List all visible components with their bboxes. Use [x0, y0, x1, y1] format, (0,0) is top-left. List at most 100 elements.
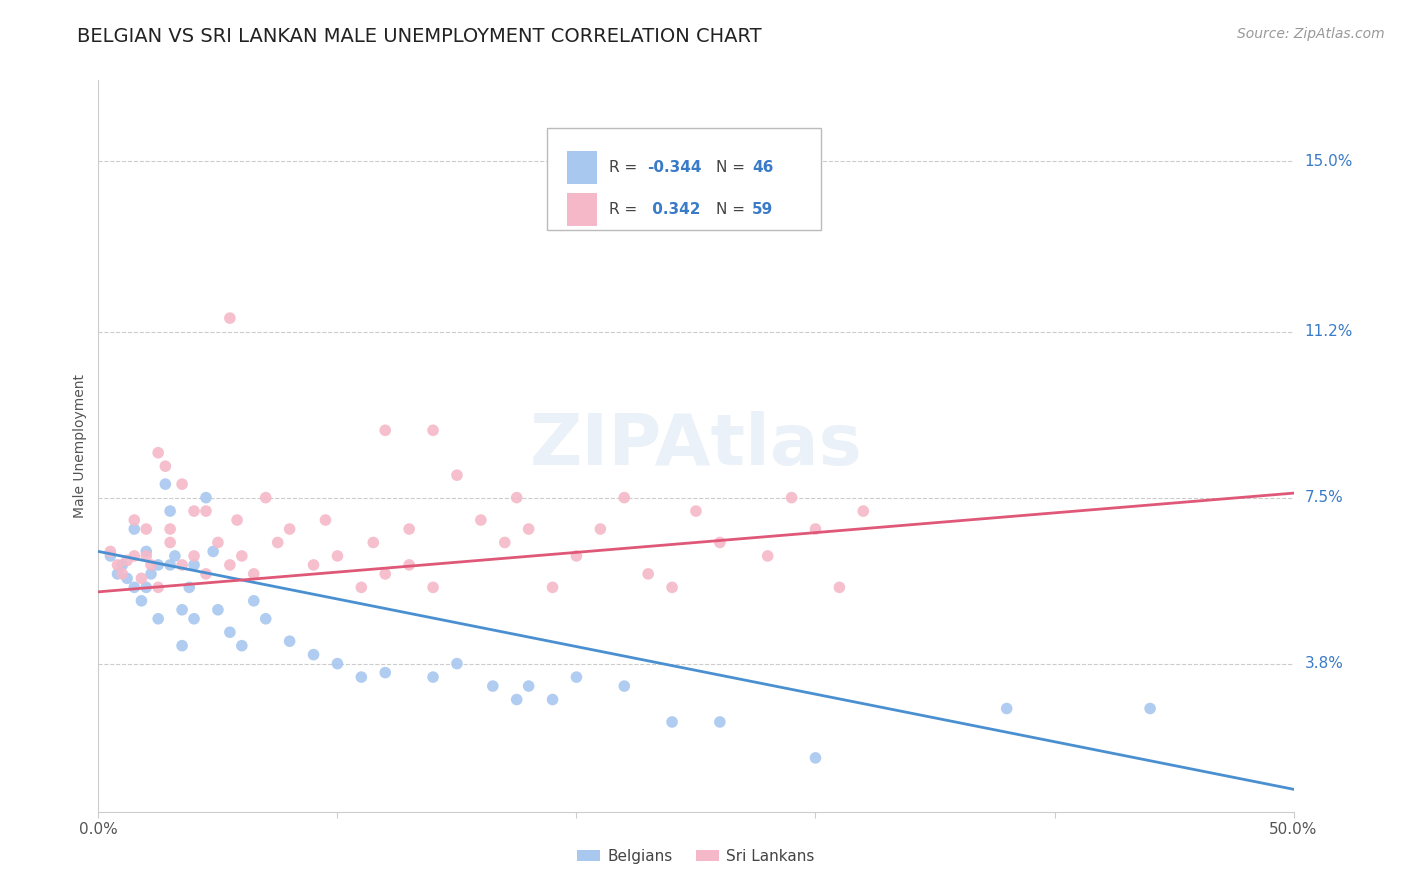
Text: 11.2%: 11.2%: [1305, 324, 1353, 339]
Point: [159, 535, 181, 549]
Point: [195, 491, 218, 505]
Point: [254, 491, 277, 505]
Point: [172, 477, 194, 491]
Point: [195, 566, 218, 581]
FancyBboxPatch shape: [567, 151, 596, 184]
Text: BELGIAN VS SRI LANKAN MALE UNEMPLOYMENT CORRELATION CHART: BELGIAN VS SRI LANKAN MALE UNEMPLOYMENT …: [77, 27, 762, 45]
Text: 3.8%: 3.8%: [1305, 657, 1344, 671]
Point: [139, 566, 162, 581]
Point: [231, 549, 253, 563]
Point: [995, 701, 1018, 715]
Point: [115, 571, 138, 585]
Point: [148, 580, 170, 594]
Point: [163, 549, 186, 563]
Text: 59: 59: [752, 202, 773, 217]
Point: [172, 639, 194, 653]
Point: [661, 714, 683, 729]
Text: 46: 46: [752, 160, 773, 175]
Point: [374, 665, 396, 680]
Text: 7.5%: 7.5%: [1305, 490, 1343, 505]
Point: [139, 558, 162, 572]
Point: [172, 558, 194, 572]
Point: [183, 558, 205, 572]
Point: [131, 594, 153, 608]
Point: [135, 544, 157, 558]
Point: [148, 558, 170, 572]
Point: [350, 580, 373, 594]
Point: [172, 603, 194, 617]
Text: R =: R =: [609, 202, 643, 217]
Point: [179, 580, 201, 594]
Point: [267, 535, 290, 549]
Point: [422, 670, 444, 684]
Point: [709, 535, 731, 549]
Point: [124, 513, 146, 527]
Point: [828, 580, 851, 594]
Point: [804, 522, 827, 536]
Point: [517, 679, 540, 693]
Point: [107, 566, 129, 581]
Point: [207, 603, 229, 617]
Point: [446, 468, 468, 483]
Point: [254, 612, 277, 626]
Point: [115, 553, 138, 567]
Point: [374, 566, 396, 581]
Text: Source: ZipAtlas.com: Source: ZipAtlas.com: [1237, 27, 1385, 41]
Point: [326, 657, 349, 671]
Text: -0.344: -0.344: [647, 160, 702, 175]
Point: [852, 504, 875, 518]
Text: N =: N =: [716, 160, 751, 175]
Point: [124, 580, 146, 594]
Point: [374, 423, 396, 437]
Point: [243, 566, 266, 581]
Point: [494, 535, 516, 549]
Point: [565, 549, 588, 563]
Point: [709, 714, 731, 729]
Point: [107, 558, 129, 572]
Point: [565, 670, 588, 684]
Point: [148, 612, 170, 626]
Point: [243, 594, 266, 608]
Point: [155, 477, 177, 491]
Point: [183, 504, 205, 518]
Point: [398, 522, 420, 536]
Point: [135, 549, 157, 563]
Point: [685, 504, 707, 518]
Point: [541, 580, 564, 594]
Point: [589, 522, 612, 536]
Text: N =: N =: [716, 202, 751, 217]
Point: [135, 522, 157, 536]
Point: [363, 535, 385, 549]
Point: [226, 513, 249, 527]
Point: [470, 513, 492, 527]
Point: [350, 670, 373, 684]
Point: [159, 504, 181, 518]
Point: [661, 580, 683, 594]
Point: [111, 558, 134, 572]
Point: [613, 679, 636, 693]
Point: [422, 423, 444, 437]
Point: [1139, 701, 1161, 715]
Text: 0.342: 0.342: [647, 202, 700, 217]
Point: [422, 580, 444, 594]
Point: [98, 544, 122, 558]
Point: [124, 549, 146, 563]
Point: [506, 692, 529, 706]
Point: [756, 549, 779, 563]
Point: [148, 446, 170, 460]
Point: [98, 549, 122, 563]
Point: [183, 612, 205, 626]
Legend: Belgians, Sri Lankans: Belgians, Sri Lankans: [571, 843, 821, 870]
Point: [135, 580, 157, 594]
Point: [446, 657, 468, 671]
Point: [159, 522, 181, 536]
Point: [398, 558, 420, 572]
Point: [159, 558, 181, 572]
FancyBboxPatch shape: [567, 193, 596, 226]
Point: [804, 751, 827, 765]
Point: [541, 692, 564, 706]
Y-axis label: Male Unemployment: Male Unemployment: [73, 374, 87, 518]
Point: [111, 566, 134, 581]
Point: [326, 549, 349, 563]
Point: [278, 522, 301, 536]
